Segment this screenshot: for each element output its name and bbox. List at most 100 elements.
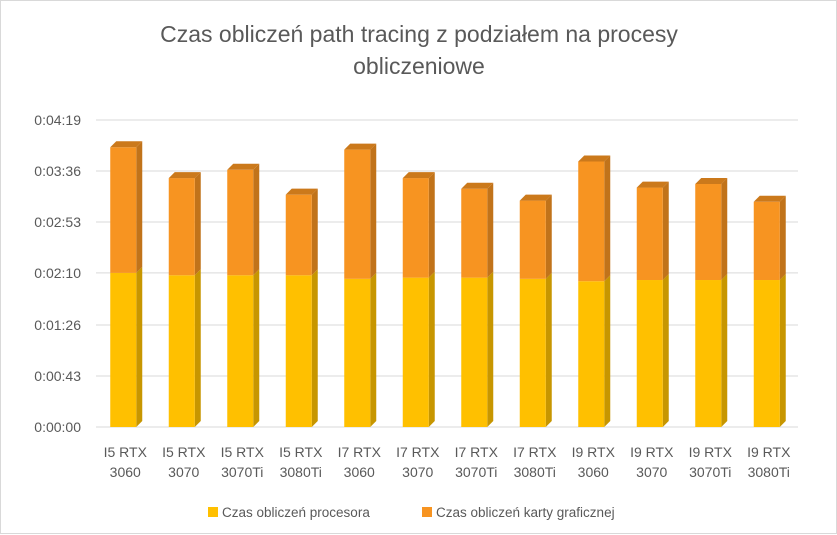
bar-front <box>402 277 429 427</box>
bar-segment-gpu <box>695 178 728 281</box>
bar-segment-cpu <box>636 274 669 427</box>
bar-side <box>253 163 260 276</box>
bar-segment-cpu <box>519 272 552 427</box>
bar-segment-cpu <box>227 269 260 427</box>
bar-front <box>227 169 254 276</box>
bar-segment-cpu <box>695 274 728 427</box>
bar-segment-cpu <box>168 269 201 427</box>
bar-front <box>753 280 780 427</box>
bar-side <box>545 194 552 279</box>
bar-top <box>695 178 728 185</box>
x-tick-label: I7 RTX <box>513 444 557 460</box>
x-tick-label: 3080Ti <box>514 464 556 480</box>
bar-front <box>227 275 254 427</box>
bar-segment-gpu <box>519 194 552 279</box>
bar-top <box>110 141 143 148</box>
bar-side <box>721 274 728 427</box>
bar-segment-cpu <box>344 272 377 427</box>
bar-side <box>428 172 435 278</box>
x-tick-label: 3070Ti <box>221 464 263 480</box>
x-tick-label: I7 RTX <box>396 444 440 460</box>
chart-title-line: obliczeniowe <box>353 53 485 79</box>
legend-swatch <box>208 507 218 517</box>
x-tick-label: 3070 <box>636 464 667 480</box>
bar-side <box>194 172 201 276</box>
bar-side <box>428 271 435 427</box>
bar-side <box>136 266 143 427</box>
bar-front <box>695 280 722 427</box>
bar-side <box>370 272 377 427</box>
bar-segment-gpu <box>110 141 143 273</box>
y-tick-label: 0:00:43 <box>34 368 81 384</box>
bar-top <box>402 172 435 179</box>
bar-front <box>461 277 488 427</box>
legend-label: Czas obliczeń procesora <box>222 505 370 520</box>
y-tick-label: 0:02:10 <box>34 265 81 281</box>
bar-top <box>285 188 318 195</box>
bar-front <box>402 178 429 278</box>
x-tick-label: 3070 <box>168 464 199 480</box>
x-tick-label: 3080Ti <box>748 464 790 480</box>
x-tick-label: 3070 <box>402 464 433 480</box>
bar-front <box>695 184 722 281</box>
bar-side <box>194 269 201 427</box>
bar-front <box>461 188 488 278</box>
bar-side <box>721 178 728 281</box>
bar-side <box>779 274 786 427</box>
bar-front <box>344 149 371 279</box>
x-tick-label: I9 RTX <box>572 444 616 460</box>
legend-swatch <box>422 507 432 517</box>
bar-segment-cpu <box>402 271 435 427</box>
bar-side <box>253 269 260 427</box>
bar-segment-gpu <box>344 143 377 279</box>
bar-side <box>311 188 318 276</box>
bar-top <box>227 163 260 170</box>
x-tick-label: I9 RTX <box>630 444 674 460</box>
y-tick-label: 0:02:53 <box>34 214 81 230</box>
bar-segment-gpu <box>168 172 201 276</box>
x-tick-label: I9 RTX <box>747 444 791 460</box>
bar-side <box>136 141 143 273</box>
bar-front <box>285 194 312 276</box>
bar-side <box>370 143 377 279</box>
bar-segment-gpu <box>227 163 260 276</box>
legend-label: Czas obliczeń karty graficznej <box>436 505 615 520</box>
x-tick-label: 3080Ti <box>280 464 322 480</box>
bar-front <box>519 200 546 279</box>
bar-segment-gpu <box>636 181 669 281</box>
x-tick-label: 3060 <box>344 464 375 480</box>
bar-side <box>545 272 552 427</box>
bar-front <box>285 275 312 427</box>
bar-front <box>519 278 546 427</box>
y-tick-label: 0:04:19 <box>34 112 81 128</box>
bar-side <box>604 275 611 427</box>
x-tick-label: I9 RTX <box>689 444 733 460</box>
bar-front <box>168 178 195 276</box>
bar-segment-cpu <box>285 269 318 427</box>
bar-segment-gpu <box>753 195 786 281</box>
bar-side <box>662 274 669 427</box>
x-tick-label: I7 RTX <box>455 444 499 460</box>
x-tick-label: I5 RTX <box>221 444 265 460</box>
bar-front <box>110 147 137 273</box>
x-tick-label: 3070Ti <box>455 464 497 480</box>
bar-top <box>168 172 201 179</box>
bar-front <box>578 281 605 427</box>
bar-segment-cpu <box>753 274 786 427</box>
bar-front <box>344 278 371 427</box>
bar-segment-cpu <box>578 275 611 427</box>
y-tick-label: 0:03:36 <box>34 163 81 179</box>
bar-segment-gpu <box>461 182 494 278</box>
bar-segment-gpu <box>402 172 435 278</box>
x-tick-label: 3060 <box>110 464 141 480</box>
bar-front <box>636 187 663 281</box>
bar-top <box>636 181 669 188</box>
x-tick-label: 3070Ti <box>689 464 731 480</box>
chart-title-line: Czas obliczeń path tracing z podziałem n… <box>160 21 678 47</box>
bar-top <box>753 195 786 202</box>
bar-side <box>604 155 611 282</box>
bar-front <box>168 275 195 427</box>
y-tick-label: 0:00:00 <box>34 419 81 435</box>
